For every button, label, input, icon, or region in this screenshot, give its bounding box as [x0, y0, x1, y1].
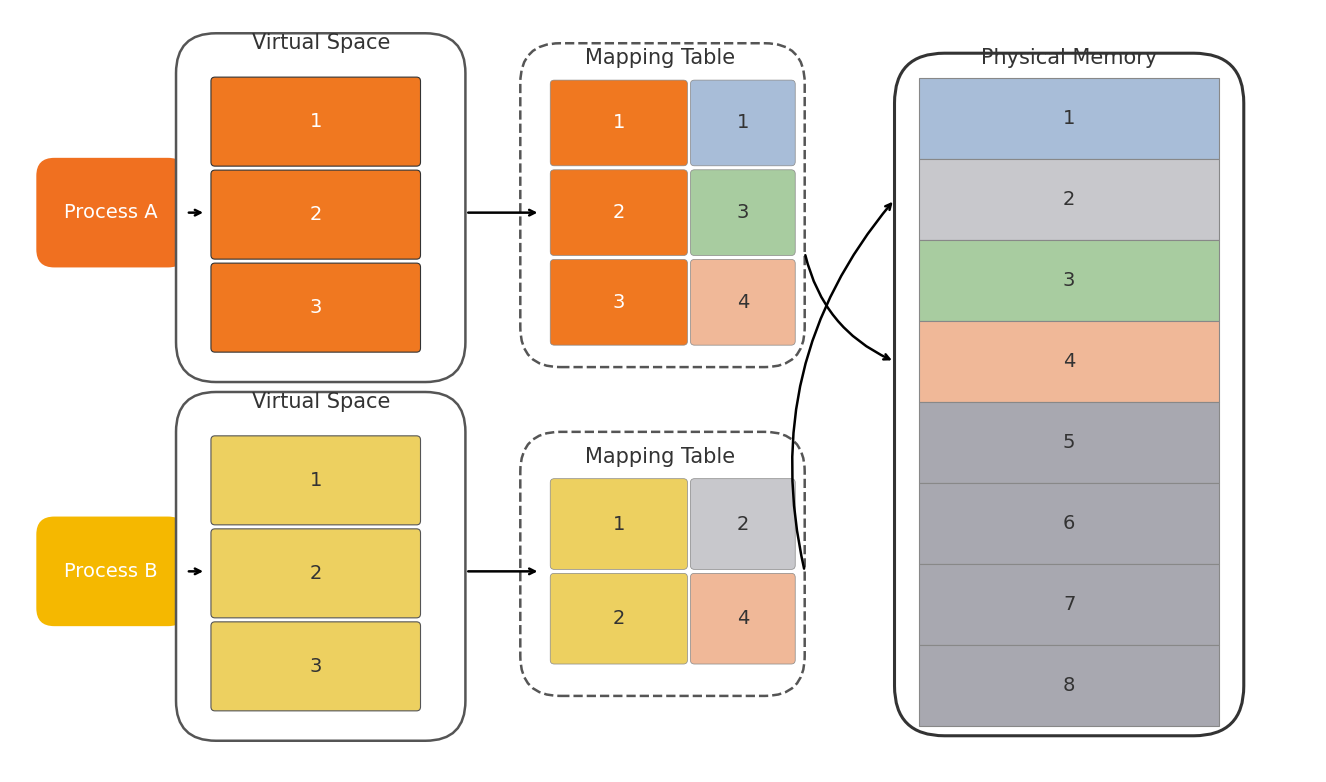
Text: 2: 2 — [613, 203, 625, 222]
Text: Mapping Table: Mapping Table — [585, 447, 735, 467]
FancyBboxPatch shape — [691, 479, 796, 569]
Text: Process A: Process A — [65, 203, 158, 222]
FancyBboxPatch shape — [211, 263, 420, 352]
FancyBboxPatch shape — [36, 517, 186, 626]
Text: 2: 2 — [737, 515, 749, 533]
Text: 3: 3 — [737, 203, 749, 222]
Text: 4: 4 — [1063, 352, 1075, 371]
FancyBboxPatch shape — [550, 170, 687, 256]
Bar — [919, 564, 1219, 645]
FancyBboxPatch shape — [176, 34, 465, 382]
FancyBboxPatch shape — [895, 53, 1244, 736]
Text: 7: 7 — [1063, 595, 1075, 614]
Text: 3: 3 — [309, 657, 322, 676]
FancyBboxPatch shape — [211, 529, 420, 618]
Text: 2: 2 — [309, 205, 322, 224]
FancyBboxPatch shape — [211, 77, 420, 166]
Text: 2: 2 — [613, 609, 625, 628]
FancyBboxPatch shape — [550, 479, 687, 569]
Text: 1: 1 — [309, 471, 322, 490]
Text: Process B: Process B — [65, 561, 158, 581]
Text: 1: 1 — [1063, 109, 1075, 128]
Bar — [919, 321, 1219, 402]
FancyBboxPatch shape — [691, 573, 796, 664]
Text: 5: 5 — [1063, 433, 1075, 452]
Bar — [919, 645, 1219, 726]
Text: 2: 2 — [309, 564, 322, 583]
Text: 3: 3 — [1063, 271, 1075, 290]
Text: 6: 6 — [1063, 514, 1075, 533]
FancyBboxPatch shape — [211, 436, 420, 525]
Text: 3: 3 — [613, 292, 625, 312]
FancyBboxPatch shape — [550, 260, 687, 345]
Bar — [919, 402, 1219, 483]
Bar — [919, 483, 1219, 564]
Text: Virtual Space: Virtual Space — [252, 392, 390, 412]
Bar — [919, 78, 1219, 159]
Text: 2: 2 — [1063, 190, 1075, 209]
Bar — [919, 159, 1219, 240]
FancyBboxPatch shape — [550, 80, 687, 166]
Text: Physical Memory: Physical Memory — [981, 48, 1158, 68]
Text: 1: 1 — [737, 113, 749, 132]
FancyBboxPatch shape — [520, 432, 805, 696]
FancyBboxPatch shape — [211, 170, 420, 259]
FancyBboxPatch shape — [36, 158, 186, 267]
FancyBboxPatch shape — [691, 80, 796, 166]
FancyBboxPatch shape — [211, 622, 420, 711]
Text: 4: 4 — [737, 292, 749, 312]
Text: Virtual Space: Virtual Space — [252, 34, 390, 53]
FancyBboxPatch shape — [691, 170, 796, 256]
FancyBboxPatch shape — [520, 43, 805, 367]
Text: 1: 1 — [613, 515, 625, 533]
Text: 1: 1 — [309, 112, 322, 131]
Text: 3: 3 — [309, 298, 322, 317]
FancyBboxPatch shape — [691, 260, 796, 345]
FancyBboxPatch shape — [550, 573, 687, 664]
Bar — [919, 240, 1219, 321]
FancyBboxPatch shape — [176, 392, 465, 741]
Text: 8: 8 — [1063, 676, 1075, 695]
Text: 4: 4 — [737, 609, 749, 628]
Text: 1: 1 — [613, 113, 625, 132]
Text: Mapping Table: Mapping Table — [585, 48, 735, 68]
